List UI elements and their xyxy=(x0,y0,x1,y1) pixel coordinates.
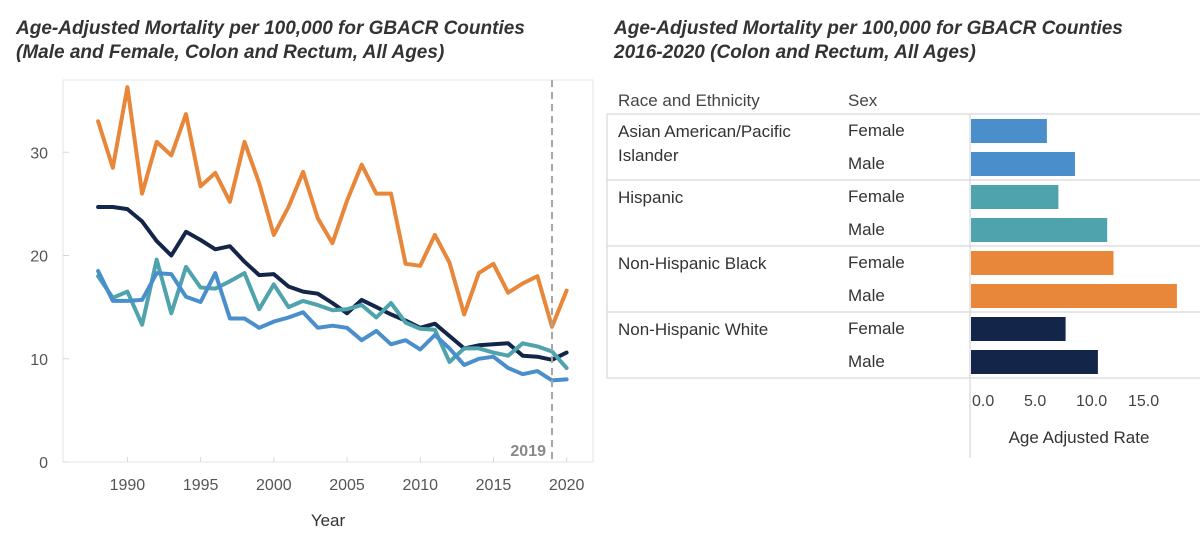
x-axis-title: Year xyxy=(311,511,346,530)
x-tick-label: 2020 xyxy=(549,477,585,494)
bar-hispanic-female[interactable] xyxy=(971,185,1059,209)
bar-axis-tick-label: 0.0 xyxy=(972,393,994,410)
series-line-non-hispanic-white[interactable] xyxy=(96,205,569,362)
x-tick-label: 1990 xyxy=(110,477,146,494)
group-label: Asian American/Pacific xyxy=(618,122,791,141)
bar-non-hispanic-black-female[interactable] xyxy=(971,251,1114,275)
y-tick-label: 0 xyxy=(39,455,48,472)
left-chart-title-line-2: (Male and Female, Colon and Rectum, All … xyxy=(16,42,445,63)
sex-label: Female xyxy=(848,121,905,140)
plot-frame xyxy=(62,79,594,463)
sex-label: Female xyxy=(848,319,905,338)
x-tick-label: 2005 xyxy=(329,477,365,494)
right-chart-title-line-1: Age-Adjusted Mortality per 100,000 for G… xyxy=(614,18,1123,39)
right-chart-title-line-2: 2016-2020 (Colon and Rectum, All Ages) xyxy=(614,42,976,63)
group-label: Islander xyxy=(618,146,679,165)
bar-axis-tick-label: 10.0 xyxy=(1076,393,1107,410)
bar-non-hispanic-white-female[interactable] xyxy=(971,317,1066,341)
bar-axis-tick-label: 15.0 xyxy=(1128,393,1159,410)
line-chart: 0 10 20 30 1990 1995 2000 2005 2010 2015 2020 Year 2… xyxy=(30,79,594,530)
group-label: Non-Hispanic White xyxy=(618,320,768,339)
y-tick-label: 10 xyxy=(30,352,48,369)
y-tick-label: 30 xyxy=(30,145,48,162)
bar-axis-title: Age Adjusted Rate xyxy=(1009,428,1150,447)
sex-label: Male xyxy=(848,154,885,173)
y-tick-label: 20 xyxy=(30,249,48,266)
sex-label: Male xyxy=(848,352,885,371)
series-line-hispanic[interactable] xyxy=(96,257,569,370)
sex-label: Male xyxy=(848,286,885,305)
x-tick-label: 2000 xyxy=(256,477,292,494)
series-line-non-hispanic-black[interactable] xyxy=(96,85,569,329)
bar-asian-american-pacific-islander-female[interactable] xyxy=(971,119,1047,143)
right-chart-title: Age-Adjusted Mortality per 100,000 for G… xyxy=(614,17,1123,65)
sex-label: Female xyxy=(848,187,905,206)
group-label: Hispanic xyxy=(618,188,684,207)
column-header-race: Race and Ethnicity xyxy=(618,91,760,110)
x-tick-label: 1995 xyxy=(183,477,219,494)
x-tick-label: 2015 xyxy=(476,477,512,494)
series-line-asian-american-pacific-islander[interactable] xyxy=(96,269,569,383)
left-chart-title-line-1: Age-Adjusted Mortality per 100,000 for G… xyxy=(16,18,525,39)
group-label: Non-Hispanic Black xyxy=(618,254,767,273)
x-tick-label: 2010 xyxy=(402,477,438,494)
reference-line-label: 2019 xyxy=(510,443,546,460)
left-chart-title: Age-Adjusted Mortality per 100,000 for G… xyxy=(16,17,525,65)
bar-non-hispanic-white-male[interactable] xyxy=(971,350,1098,374)
bar-chart: Race and Ethnicity Sex Asian American/Paci… xyxy=(606,91,1200,458)
sex-label: Female xyxy=(848,253,905,272)
bar-asian-american-pacific-islander-male[interactable] xyxy=(971,152,1075,176)
sex-label: Male xyxy=(848,220,885,239)
bar-axis-tick-label: 5.0 xyxy=(1024,393,1046,410)
bar-hispanic-male[interactable] xyxy=(971,218,1108,242)
bar-non-hispanic-black-male[interactable] xyxy=(971,284,1177,308)
column-header-sex: Sex xyxy=(848,91,878,110)
